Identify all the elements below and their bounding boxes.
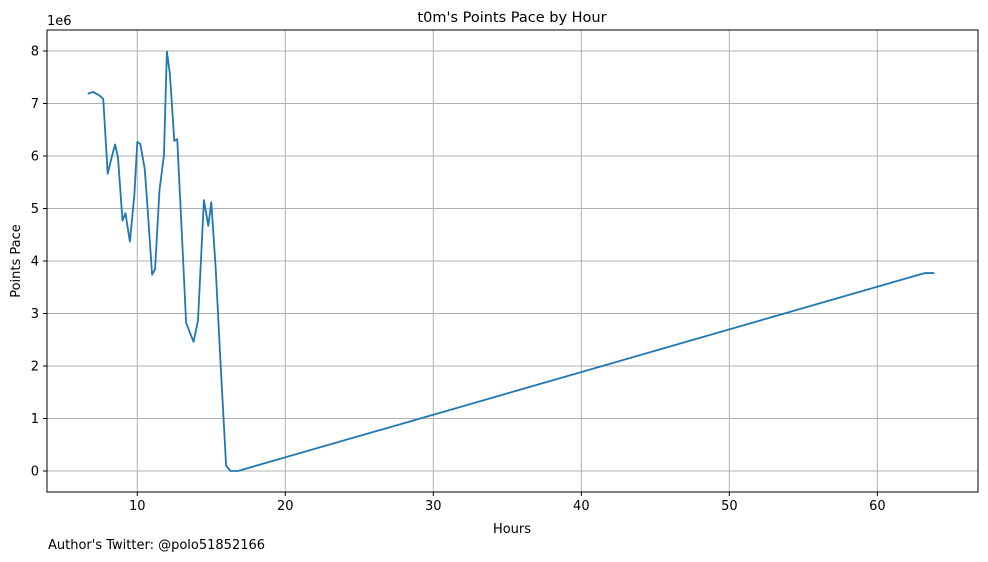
- y-tick-label: 5: [31, 202, 39, 217]
- y-tick-label: 0: [31, 465, 39, 480]
- chart-title: t0m's Points Pace by Hour: [417, 10, 606, 26]
- x-tick-label: 60: [869, 499, 886, 514]
- x-tick-label: 20: [277, 499, 294, 514]
- x-axis-label: Hours: [493, 522, 531, 537]
- y-tick-label: 4: [31, 255, 39, 270]
- y-tick-label: 7: [31, 97, 39, 112]
- y-tick-label: 8: [31, 45, 39, 60]
- x-axis-ticks: 10 20 30 40 50 60: [129, 492, 886, 514]
- x-tick-label: 40: [573, 499, 590, 514]
- series-line: [87, 50, 935, 472]
- x-tick-label: 50: [721, 499, 738, 514]
- y-tick-label: 2: [31, 360, 39, 375]
- x-tick-label: 10: [129, 499, 146, 514]
- y-axis-label: Points Pace: [9, 224, 24, 298]
- series-group: [87, 50, 935, 472]
- y-tick-label: 6: [31, 150, 39, 165]
- y-grid: [47, 50, 978, 472]
- y-tick-label: 1: [31, 412, 39, 427]
- author-credit: Author's Twitter: @polo51852166: [48, 538, 266, 553]
- y-scale-offset-label: 1e6: [47, 14, 72, 29]
- y-axis-ticks: 0 1 2 3 4 5 6 7 8: [31, 45, 47, 480]
- x-tick-label: 30: [425, 499, 442, 514]
- y-tick-label: 3: [31, 307, 39, 322]
